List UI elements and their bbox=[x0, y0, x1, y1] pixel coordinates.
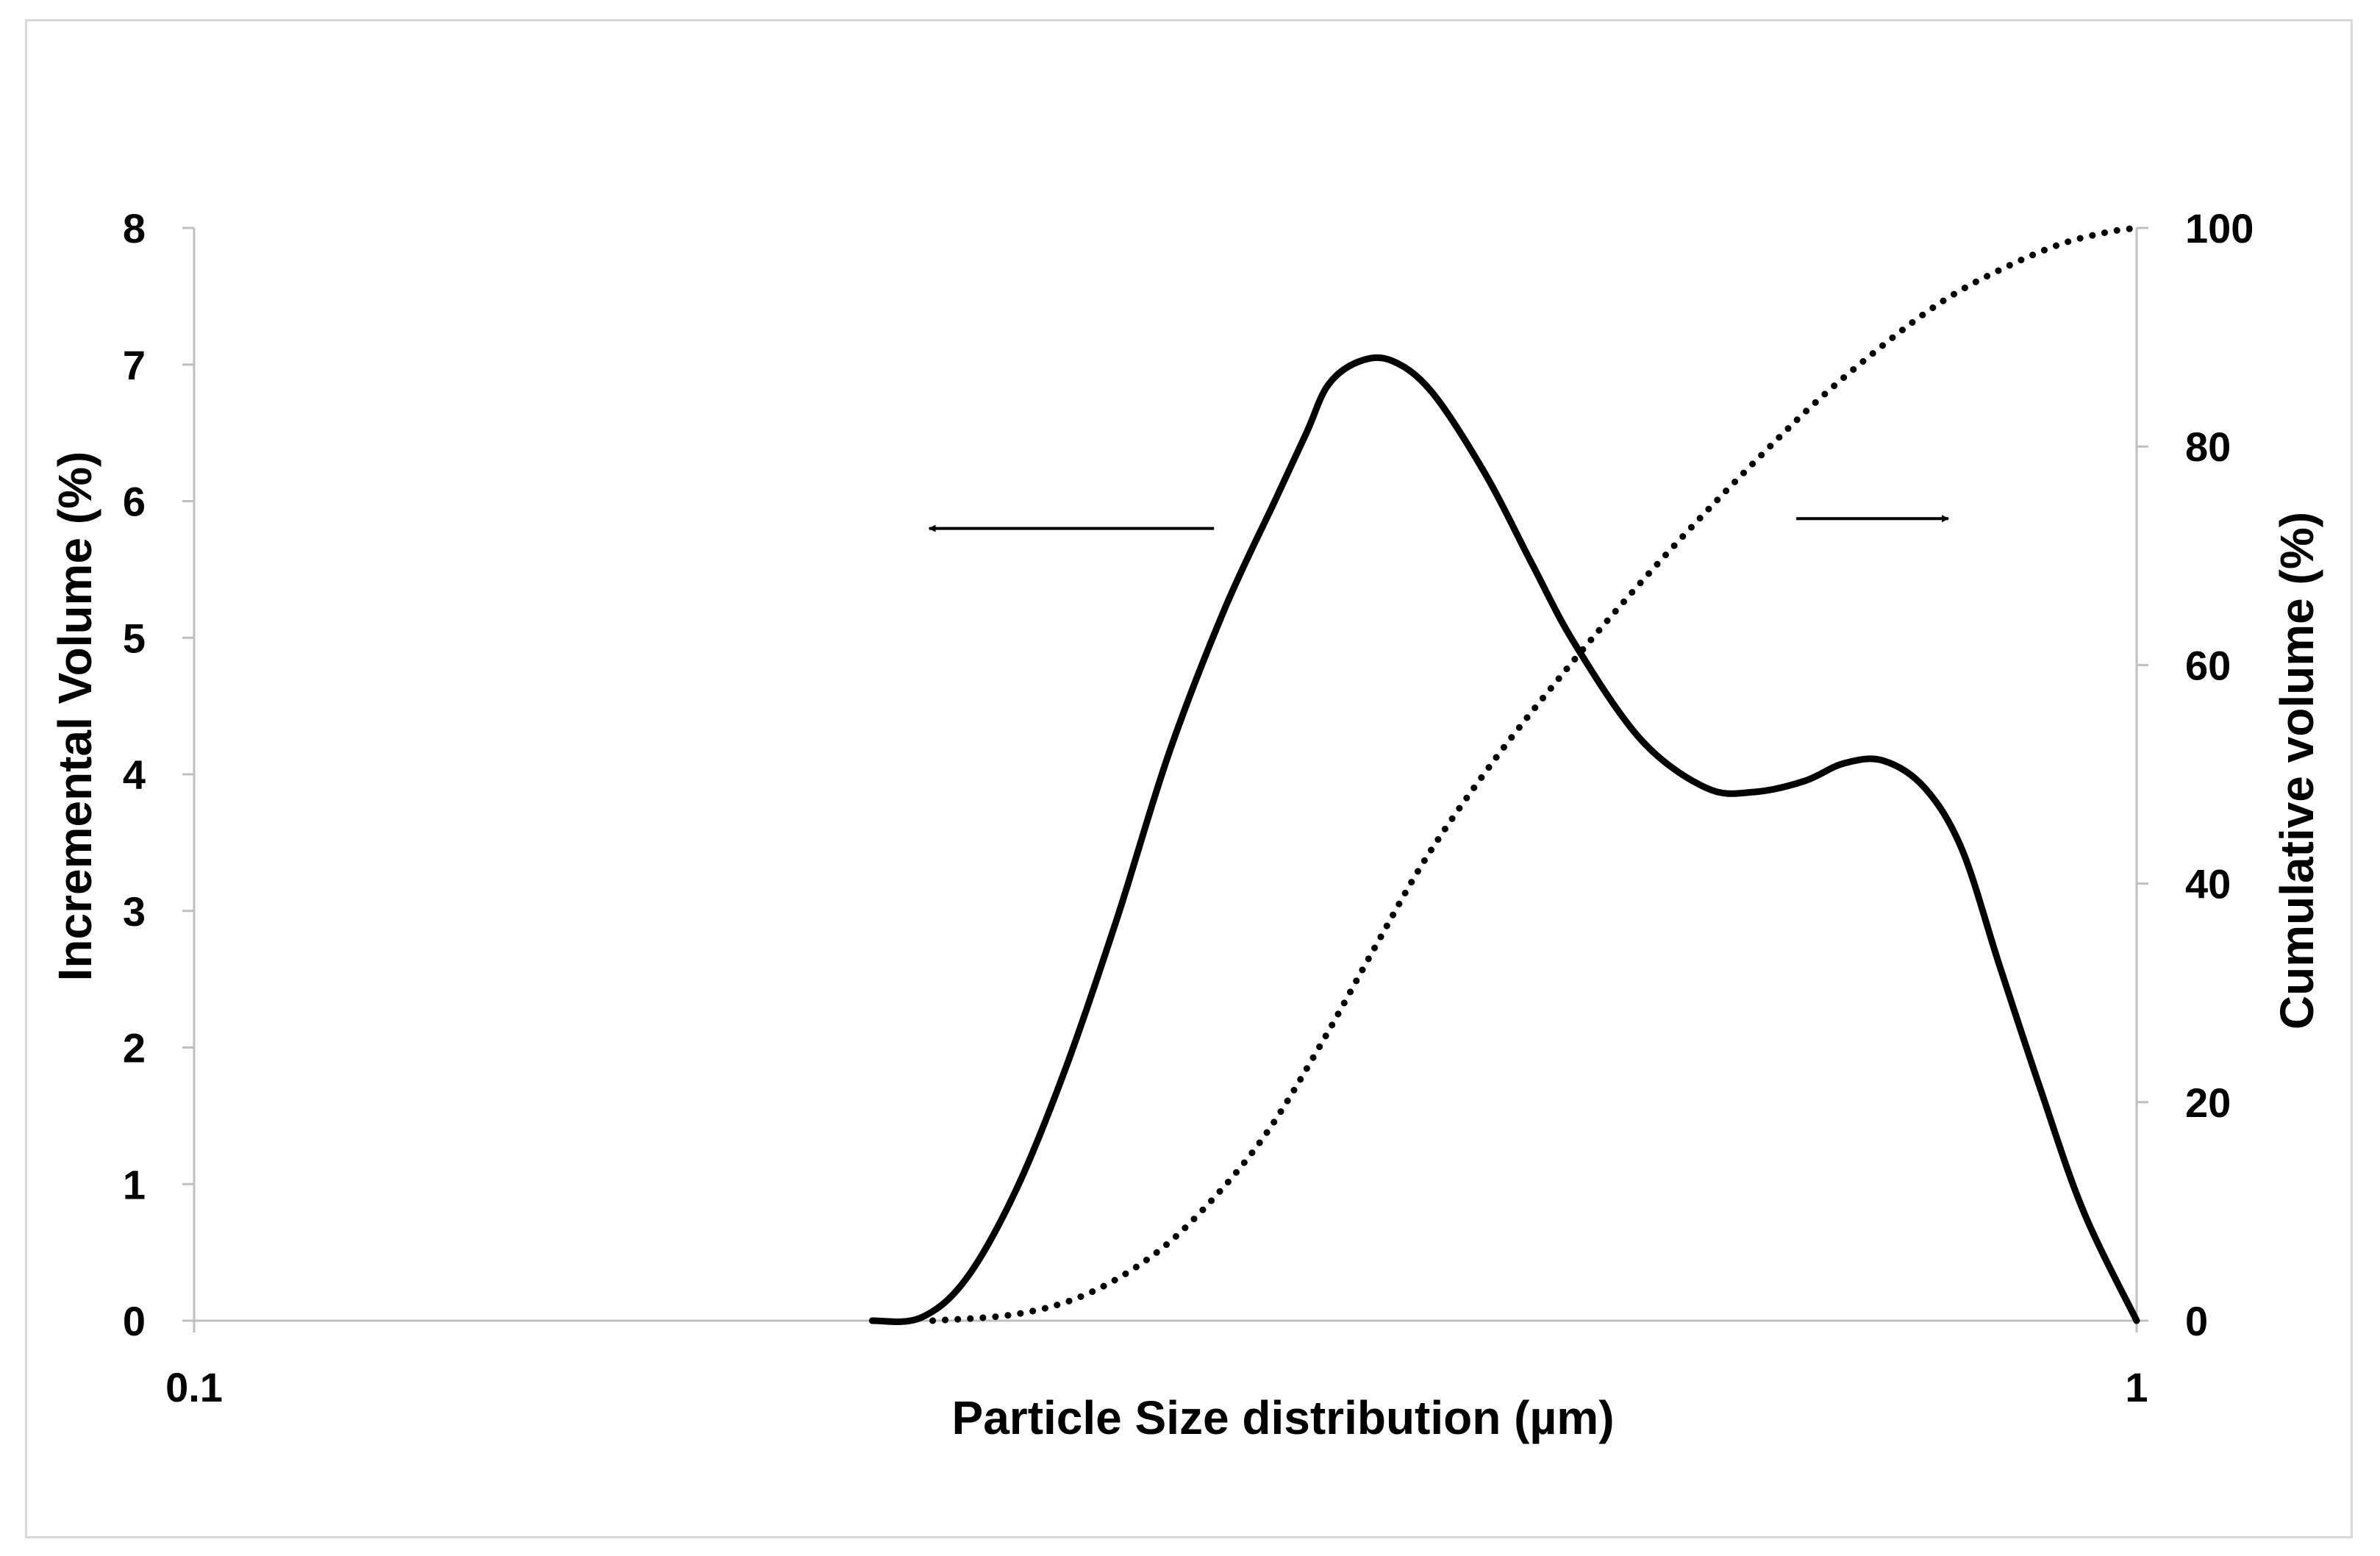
annotation-layer bbox=[928, 515, 1949, 532]
left-y-tick-label: 2 bbox=[123, 1025, 146, 1071]
right-y-tick-label: 100 bbox=[2185, 205, 2254, 251]
incremental-volume-line bbox=[868, 354, 2140, 1325]
left-y-tick-label: 4 bbox=[123, 752, 146, 798]
left-y-tick-label: 1 bbox=[123, 1161, 146, 1207]
series-layer bbox=[868, 224, 2140, 1325]
left-y-tick-label: 8 bbox=[123, 205, 146, 251]
right-y-tick-label: 40 bbox=[2185, 861, 2231, 907]
right-y-tick-label: 0 bbox=[2185, 1298, 2208, 1344]
chart-frame bbox=[25, 19, 2353, 1538]
left-y-tick-label: 0 bbox=[123, 1298, 146, 1344]
right-y-axis-title: Cumulative volume (%) bbox=[2270, 512, 2323, 1029]
cumulative-volume-line bbox=[929, 224, 2140, 1324]
x-axis-title: Particle Size distribution (µm) bbox=[952, 1391, 1615, 1444]
labels-layer: Particle Size distribution (µm) Incremen… bbox=[49, 452, 2323, 1444]
right-y-tick-label: 80 bbox=[2185, 424, 2231, 470]
left-y-tick-label: 6 bbox=[123, 479, 146, 525]
left-y-tick-label: 7 bbox=[123, 342, 146, 388]
right-y-tick-label: 20 bbox=[2185, 1079, 2231, 1126]
left-y-tick-label: 5 bbox=[123, 615, 146, 661]
x-tick-label: 1 bbox=[2125, 1364, 2148, 1410]
left-y-axis-title: Incremental Volume (%) bbox=[49, 452, 101, 982]
right-y-tick-label: 60 bbox=[2185, 642, 2231, 688]
x-tick-label: 0.1 bbox=[165, 1364, 223, 1410]
left-y-tick-label: 3 bbox=[123, 888, 146, 935]
